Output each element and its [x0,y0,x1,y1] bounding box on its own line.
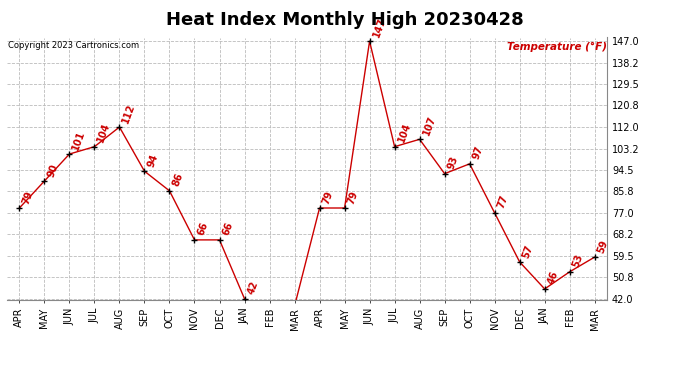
Text: 59: 59 [596,238,610,254]
Text: 93: 93 [446,155,460,171]
Text: Heat Index Monthly High 20230428: Heat Index Monthly High 20230428 [166,11,524,29]
Text: 112: 112 [121,102,137,124]
Text: 104: 104 [396,122,413,144]
Text: 53: 53 [571,253,585,269]
Text: 39: 39 [0,374,1,375]
Text: 79: 79 [21,189,34,205]
Text: 42: 42 [246,280,260,296]
Text: 79: 79 [346,189,360,205]
Text: Copyright 2023 Cartronics.com: Copyright 2023 Cartronics.com [8,42,139,51]
Text: 147: 147 [371,16,387,38]
Text: 90: 90 [46,162,60,178]
Text: 77: 77 [496,194,510,210]
Text: 107: 107 [421,114,437,136]
Text: 57: 57 [521,243,535,259]
Text: 79: 79 [321,189,335,205]
Text: 94: 94 [146,152,160,168]
Text: 66: 66 [221,221,235,237]
Text: 35: 35 [0,374,1,375]
Text: 104: 104 [96,122,112,144]
Text: 97: 97 [471,145,485,161]
Text: 66: 66 [196,221,210,237]
Text: 46: 46 [546,270,560,286]
Text: 86: 86 [171,172,185,188]
Text: Temperature (°F): Temperature (°F) [506,42,607,51]
Text: 101: 101 [71,129,87,151]
